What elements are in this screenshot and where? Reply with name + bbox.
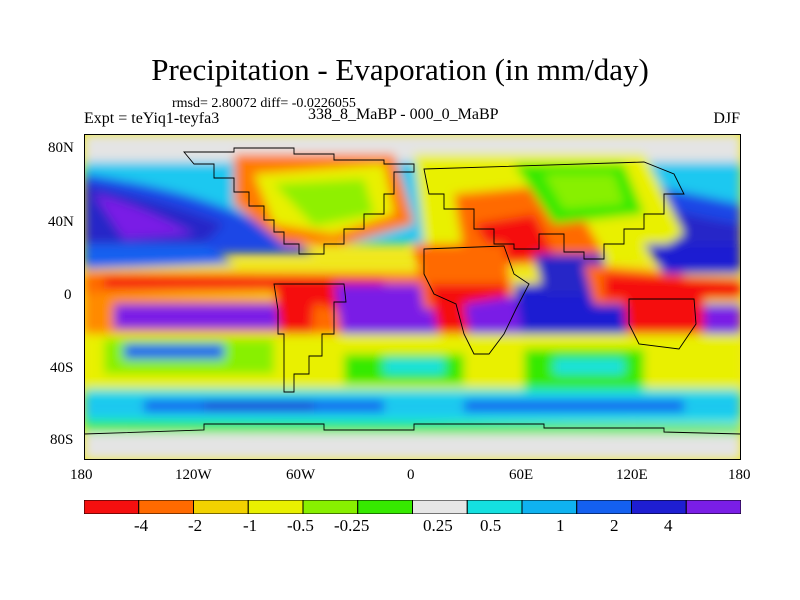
- colorbar-label: 0.25: [423, 516, 453, 535]
- lon-tick-120w: 120W: [175, 467, 212, 483]
- colorbar-swatch: [631, 500, 687, 514]
- colorbar-swatch: [412, 500, 468, 514]
- colorbar-label: 0.5: [480, 516, 502, 535]
- figure-title: Precipitation - Evaporation (in mm/day): [151, 52, 649, 87]
- colorbar-swatch: [576, 500, 632, 514]
- colorbar-label: -0.25: [334, 516, 370, 535]
- lat-tick-80s: 80S: [50, 432, 74, 448]
- colorbar-swatch: [466, 500, 523, 514]
- colorbar-label: -4: [134, 516, 149, 535]
- colorbar-swatch: [138, 500, 194, 514]
- colorbar-label: 2: [610, 516, 619, 535]
- coastlines: [84, 147, 741, 435]
- colorbar-swatch: [247, 500, 304, 514]
- colorbar-swatch: [84, 500, 140, 514]
- colorbar: [84, 500, 741, 514]
- lat-tick-40n: 40N: [48, 214, 74, 230]
- precip-evap-map: [84, 134, 741, 460]
- lon-tick-0: 0: [407, 467, 415, 483]
- colorbar-label: -0.5: [287, 516, 314, 535]
- colorbar-swatch: [302, 500, 359, 514]
- colorbar-swatch: [521, 500, 578, 514]
- colorbar-label: 1: [556, 516, 565, 535]
- period-label: 338_8_MaBP - 000_0_MaBP: [308, 106, 499, 123]
- lat-tick-40s: 40S: [50, 360, 74, 376]
- experiment-label: Expt = teYiq1-teyfa3: [84, 110, 220, 127]
- colorbar-swatch: [357, 500, 413, 514]
- season-label: DJF: [713, 110, 740, 127]
- map-frame: [84, 134, 741, 460]
- colorbar-label: -1: [243, 516, 258, 535]
- lat-tick-eq: 0: [64, 287, 72, 303]
- lon-tick-120e: 120E: [616, 467, 648, 483]
- lon-tick-60e: 60E: [509, 467, 534, 483]
- lon-tick-180e: 180: [728, 467, 751, 483]
- colorbar-label: -2: [188, 516, 203, 535]
- colorbar-swatch: [193, 500, 249, 514]
- stats-text: rmsd= 2.80072 diff= -0.0226055: [172, 96, 356, 111]
- lon-tick-60w: 60W: [286, 467, 316, 483]
- lat-tick-80n: 80N: [48, 140, 74, 156]
- colorbar-label: 4: [664, 516, 673, 535]
- lon-tick-180w: 180: [70, 467, 93, 483]
- colorbar-swatch: [685, 500, 741, 514]
